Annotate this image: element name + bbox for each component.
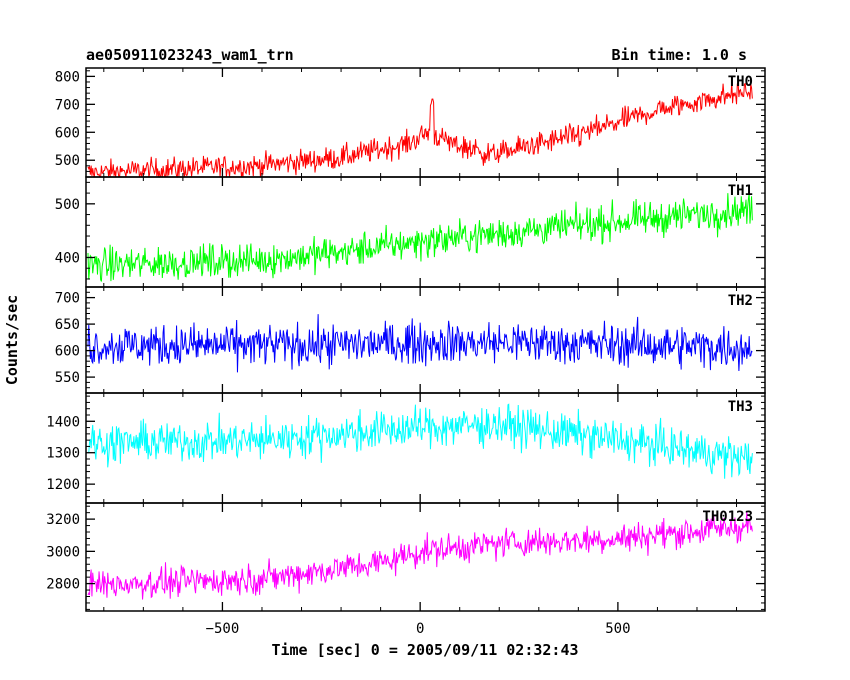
- y-tick-label-th3-1300: 1300: [46, 446, 80, 462]
- panels-group: 500 600 700 800 TH0 400 500 TH1 550 600 650 700 TH2 1…: [46, 67, 766, 637]
- x-axis-label: Time [sec] 0 = 2005/09/11 02:32:43: [271, 641, 578, 659]
- y-tick-label-th0-500: 500: [55, 153, 80, 169]
- panel-label-th0123: TH0123: [702, 509, 753, 525]
- series-th0: [87, 81, 753, 179]
- panel-label-th3: TH3: [728, 399, 753, 415]
- panel-label-th0: TH0: [728, 74, 753, 90]
- series-th2: [87, 314, 753, 373]
- x-tick-label-1: 0: [416, 621, 424, 637]
- panel-label-th1: TH1: [728, 183, 753, 199]
- y-tick-label-th1-500: 500: [55, 197, 80, 213]
- y-axis-label: Counts/sec: [3, 295, 21, 385]
- panel-label-th2: TH2: [728, 293, 753, 309]
- series-th3: [87, 403, 753, 479]
- series-th0123: [87, 511, 753, 600]
- y-tick-label-th2-700: 700: [55, 291, 80, 307]
- x-tick-label-0: −500: [206, 621, 240, 637]
- series-th1: [87, 193, 753, 282]
- x-tick-label-2: 500: [605, 621, 630, 637]
- y-tick-label-th0-700: 700: [55, 97, 80, 113]
- chart-title: ae050911023243_wam1_trn: [86, 46, 294, 64]
- panel-frame-th0: [85, 67, 766, 178]
- y-tick-label-th0-600: 600: [55, 125, 80, 141]
- y-tick-label-th2-650: 650: [55, 317, 80, 333]
- y-tick-label-th0-800: 800: [55, 69, 80, 85]
- y-tick-label-th1-400: 400: [55, 250, 80, 266]
- y-tick-label-th0123-3000: 3000: [46, 544, 80, 560]
- bin-time-label: Bin time: 1.0 s: [612, 46, 747, 64]
- y-tick-label-th3-1200: 1200: [46, 477, 80, 493]
- y-tick-label-th3-1400: 1400: [46, 414, 80, 430]
- panel-frame-th0123: [85, 502, 766, 612]
- y-tick-label-th2-600: 600: [55, 344, 80, 360]
- y-tick-label-th0123-3200: 3200: [46, 512, 80, 528]
- y-tick-label-th0123-2800: 2800: [46, 577, 80, 593]
- y-tick-label-th2-550: 550: [55, 370, 80, 386]
